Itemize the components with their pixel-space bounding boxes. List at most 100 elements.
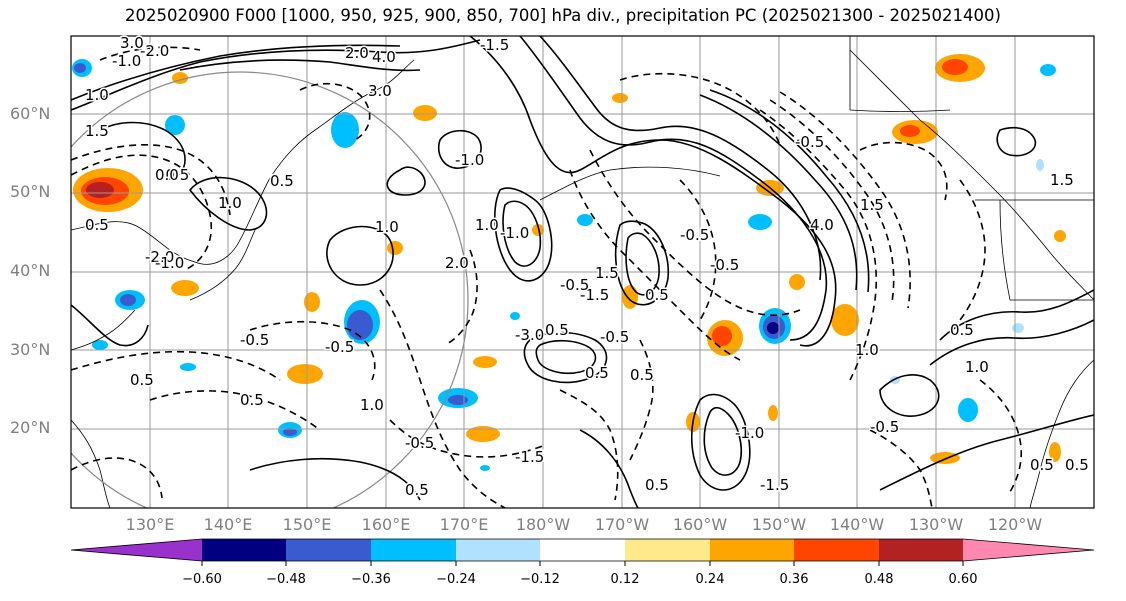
contour-value-label: 0.5 <box>270 172 294 190</box>
contour-value-label: -0.5 <box>870 418 899 436</box>
map-frame <box>70 35 1095 509</box>
lon-label-160e: 160°E <box>361 515 411 534</box>
contour-value-label: -2.0 <box>140 42 169 60</box>
contour-value-label: 0.5 <box>85 216 109 234</box>
colorbar-segment <box>371 539 456 561</box>
contour-value-label: -0.5 <box>160 166 189 184</box>
contour-labels: 3.0-2.0-1.0 2.0 4.01.0 3.0-0.5-1.51.50.50.0… <box>84 33 1091 501</box>
contour-value-label: -0.5 <box>795 133 824 151</box>
contour-value-label: 0.5 <box>630 366 654 384</box>
colorbar-segment <box>540 539 625 561</box>
lat-label-60n: 60°N <box>10 104 51 123</box>
lon-label-180w: 180°W <box>515 515 571 534</box>
colorbar-tick-label: −0.36 <box>351 572 391 587</box>
contour-value-label: 1.5 <box>860 196 884 214</box>
contour-value-label: 1.0 <box>360 396 384 414</box>
contour-value-label: -2.0 <box>145 248 174 266</box>
contour-value-label: 0.5 <box>585 364 609 382</box>
contour-value-label: -1.0 <box>735 424 764 442</box>
contour-value-label: -1.0 <box>500 224 529 242</box>
contour-value-label: -1.0 <box>455 151 484 169</box>
colorbar-tick-label: −0.12 <box>520 572 560 587</box>
colorbar-segment <box>71 539 202 561</box>
colorbar-tick-label: 0.48 <box>864 572 894 587</box>
lon-label-140e: 140°E <box>203 515 253 534</box>
colorbar <box>70 538 1095 566</box>
contour-value-label: -3.0 <box>515 326 544 344</box>
lat-label-50n: 50°N <box>10 182 51 201</box>
lon-label-140w: 140°W <box>829 515 885 534</box>
contour-value-label: 0.0 <box>155 166 179 184</box>
colorbar-tick-label: −0.24 <box>436 572 476 587</box>
contour-value-label: 1.0 <box>85 86 109 104</box>
contour-value-label: -0.5 <box>560 276 589 294</box>
contour-value-label: 2.0 <box>445 254 469 272</box>
contour-value-label: -1.5 <box>580 286 609 304</box>
lon-label-150w: 150°W <box>751 515 807 534</box>
contour-value-label: 1.5 <box>1050 171 1074 189</box>
colorbar-tick-label: −0.60 <box>182 572 222 587</box>
contour-value-label: -1.5 <box>760 476 789 494</box>
contour-value-label: -0.5 <box>710 256 739 274</box>
colorbar-segment <box>625 539 710 561</box>
contour-value-label: 0.5 <box>130 371 154 389</box>
colorbar-tick-label: 0.24 <box>695 572 725 587</box>
contour-value-label: -0.5 <box>240 331 269 349</box>
graticule <box>71 36 1094 508</box>
contour-value-label: 1.0 <box>965 358 989 376</box>
lon-label-160w: 160°W <box>672 515 728 534</box>
contour-value-label: 4.0 <box>810 216 834 234</box>
contour-value-label: -1.5 <box>480 36 509 54</box>
lon-label-120w: 120°W <box>987 515 1043 534</box>
contour-value-label: 3.0 <box>120 34 144 52</box>
contour-value-label: 1.5 <box>595 264 619 282</box>
colorbar-segment <box>286 539 371 561</box>
contour-value-label: 1.0 <box>855 341 879 359</box>
contour-value-label: 0.5 <box>950 321 974 339</box>
colorbar-tick-label: 0.12 <box>610 572 640 587</box>
map-title: 2025020900 F000 [1000, 950, 925, 900, 85… <box>125 6 1001 25</box>
contour-value-label: 0.5 <box>240 391 264 409</box>
contour-value-label: 0.5 <box>645 286 669 304</box>
colorbar-segment <box>879 539 963 561</box>
contour-value-label: 0.5 <box>545 321 569 339</box>
lon-label-130e: 130°E <box>125 515 175 534</box>
contour-value-label: 0.5 <box>645 476 669 494</box>
contour-value-label: -1.5 <box>515 448 544 466</box>
positive-contours <box>71 36 1094 508</box>
contour-value-label: 3.0 <box>368 82 392 100</box>
lat-label-20n: 20°N <box>10 418 51 437</box>
contour-value-label: 1.5 <box>85 122 109 140</box>
contour-value-label: -1.0 <box>155 254 184 272</box>
contour-value-label: -0.5 <box>680 226 709 244</box>
contour-value-label: -0.5 <box>405 434 434 452</box>
negative-contours <box>71 46 1023 508</box>
lon-label-170w: 170°W <box>594 515 650 534</box>
lat-label-30n: 30°N <box>10 340 51 359</box>
lon-label-130w: 130°W <box>908 515 964 534</box>
contour-value-label: -1.0 <box>112 52 141 70</box>
colorbar-tick-label: 0.36 <box>779 572 809 587</box>
colorbar-segment <box>456 539 540 561</box>
reference-circle <box>71 71 469 508</box>
contour-value-label: 0.5 <box>405 481 429 499</box>
contour-value-label: 0.5 <box>1065 456 1089 474</box>
colorbar-tick-label: −0.48 <box>266 572 306 587</box>
colorbar-segment <box>963 539 1094 561</box>
lon-label-170e: 170°E <box>439 515 489 534</box>
lon-label-150e: 150°E <box>282 515 332 534</box>
contour-value-label: 1.0 <box>375 218 399 236</box>
contour-value-label: 0.5 <box>1030 456 1054 474</box>
contour-value-label: 1.0 <box>218 194 242 212</box>
contour-value-label: 4.0 <box>372 48 396 66</box>
contour-value-label: 2.0 <box>345 44 369 62</box>
contour-value-label: -0.5 <box>325 338 354 356</box>
contour-value-label: -0.5 <box>600 328 629 346</box>
lat-label-40n: 40°N <box>10 261 51 280</box>
colorbar-segment <box>794 539 879 561</box>
colorbar-segment <box>202 539 286 561</box>
contour-value-label: 1.0 <box>475 216 499 234</box>
colorbar-segment <box>710 539 794 561</box>
colorbar-tick-label: 0.60 <box>948 572 978 587</box>
